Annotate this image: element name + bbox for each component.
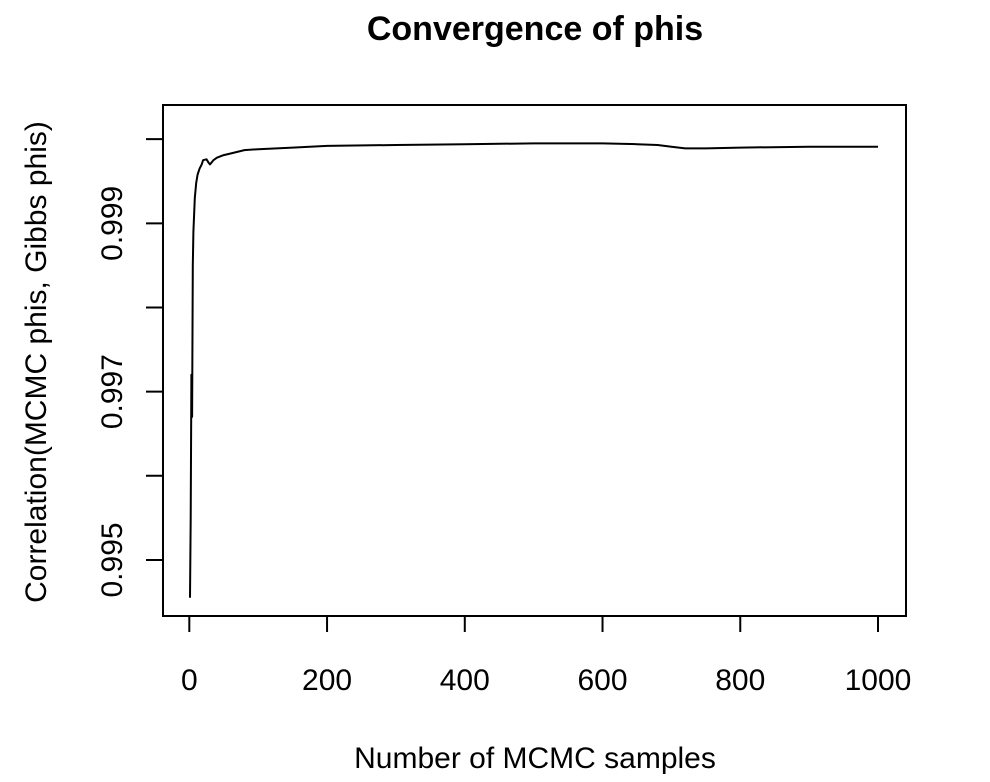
series-line — [189, 142, 878, 598]
x-tick-label: 1000 — [845, 664, 912, 697]
x-tick-label: 0 — [181, 664, 198, 697]
x-tick-label: 200 — [302, 664, 352, 697]
x-tick-label: 600 — [577, 664, 627, 697]
x-tick-label: 800 — [715, 664, 765, 697]
x-axis: 0 200 400 600 800 1000 — [181, 615, 912, 697]
y-tick-label: 0.997 — [96, 354, 129, 429]
chart-title: Convergence of phis — [367, 10, 703, 48]
plot-area-frame — [162, 104, 907, 617]
y-tick-label: 0.999 — [96, 186, 129, 261]
series-layer — [189, 142, 878, 598]
y-axis-label: Correlation(MCMC phis, Gibbs phis) — [20, 121, 53, 603]
y-tick-label: 0.995 — [96, 522, 129, 597]
y-axis: 0.995 0.997 0.999 — [96, 138, 164, 598]
x-axis-label: Number of MCMC samples — [354, 742, 716, 775]
x-tick-label: 400 — [440, 664, 490, 697]
